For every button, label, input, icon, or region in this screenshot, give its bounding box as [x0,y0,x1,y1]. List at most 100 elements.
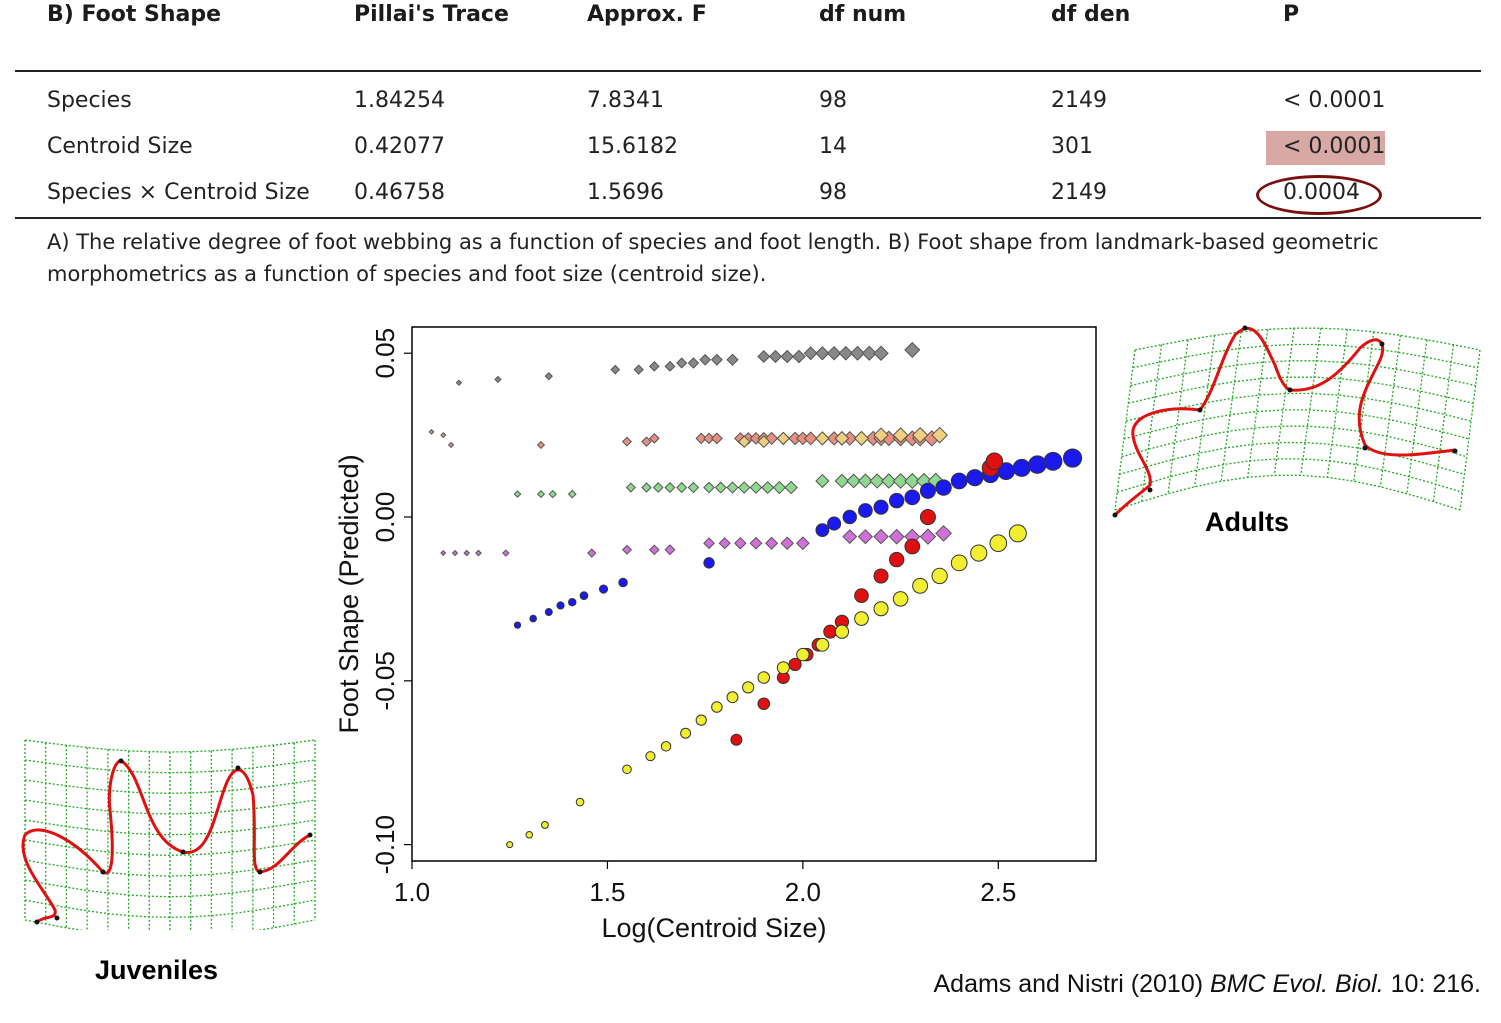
data-point [440,432,447,439]
data-point [772,480,787,495]
data-point [714,481,727,494]
data-point [776,431,791,446]
data-point [622,764,632,775]
data-point [502,549,510,557]
table-header-effect: B) Foot Shape [47,2,222,27]
data-point [768,349,783,364]
y-tick-label: -0.10 [370,815,400,874]
data-point [919,508,936,526]
table-cell: 2149 [1051,88,1107,113]
data-point [536,440,546,450]
data-point [857,529,873,545]
table-cell: 15.6182 [587,134,678,159]
data-point [757,435,771,449]
data-point [904,472,921,490]
table-cell: Species [47,88,132,113]
table-bottom-rule [15,217,1481,219]
data-point [463,549,471,557]
data-point [695,432,708,445]
table-top-rule [15,70,1481,72]
data-point [873,427,889,443]
table-cell: Species × Centroid Size [47,180,310,205]
juveniles-label: Juveniles [95,955,219,985]
data-point [1028,455,1047,474]
data-point [749,481,763,494]
data-point [687,357,700,369]
citation: Adams and Nistri (2010) BMC Evol. Biol. … [934,970,1482,999]
data-point [780,349,794,364]
data-point [904,341,921,359]
table-cell: 301 [1051,134,1093,159]
data-point [881,473,897,489]
table-cell: 14 [819,134,847,159]
data-point [649,544,660,556]
data-point [966,469,984,487]
data-point [494,375,502,384]
data-point [815,431,830,446]
data-point [730,733,743,746]
data-point [567,489,577,499]
data-point [447,441,455,449]
table-header-p: P [1283,2,1300,27]
data-point [676,357,688,369]
data-point [737,481,751,494]
data-point [985,452,1004,471]
data-point [649,361,660,372]
data-point [869,473,885,489]
data-point [726,691,739,704]
data-point [788,657,802,672]
data-point [757,671,771,684]
citation-authors: Adams and Nistri (2010) [933,970,1211,998]
data-point [850,345,866,361]
data-point [823,624,838,639]
anova-table: B) Foot Shape Pillai's Trace Approx. F d… [15,0,1481,220]
data-point [888,492,905,509]
data-point [853,430,870,446]
data-point [815,637,830,652]
data-point [858,503,873,518]
table-cell: Centroid Size [47,134,193,159]
data-point [587,548,597,558]
data-point [888,528,905,545]
data-point [548,489,557,499]
foot-shape-scatter-chart: 1.0 1.5 2.0 2.5 -0.10 -0.05 0.00 0.05 Log(Centro… [334,326,1097,943]
data-point [873,499,889,515]
data-point [892,473,909,489]
data-point [649,433,660,444]
data-point [451,549,459,557]
data-point [842,529,858,545]
data-point [625,482,636,493]
data-point [935,479,952,496]
table-header-df-num: df num [819,2,907,27]
data-point [834,431,850,446]
data-point [970,544,988,562]
data-point [734,536,747,550]
data-point [803,431,818,446]
data-point [757,697,771,711]
data-point [1043,451,1063,471]
data-point [742,681,755,694]
y-axis-label: Foot Shape (Predicted) [334,454,364,733]
data-point [536,489,546,499]
data-point [919,528,937,545]
y-tick-label: 0.05 [370,328,400,379]
table-cell: 0.0004 [1283,180,1360,205]
data-point [621,436,632,447]
data-point [703,432,715,445]
p-value-highlight [1266,131,1385,165]
x-axis-label: Log(Centroid Size) [601,913,826,943]
data-point [854,588,869,603]
data-point [475,549,482,557]
data-point [904,489,921,506]
table-caption: A) The relative degree of foot webbing a… [47,230,1379,286]
data-point [645,751,656,762]
x-tick-label: 2.5 [980,877,1016,907]
table-cell: 7.8341 [587,88,664,113]
data-point [703,557,715,569]
citation-volume: 10: 216. [1383,970,1481,998]
data-point [815,523,830,538]
table-header-pillai: Pillai's Trace [354,2,509,27]
data-point [618,577,628,588]
data-point [711,701,723,713]
data-point [776,661,790,675]
